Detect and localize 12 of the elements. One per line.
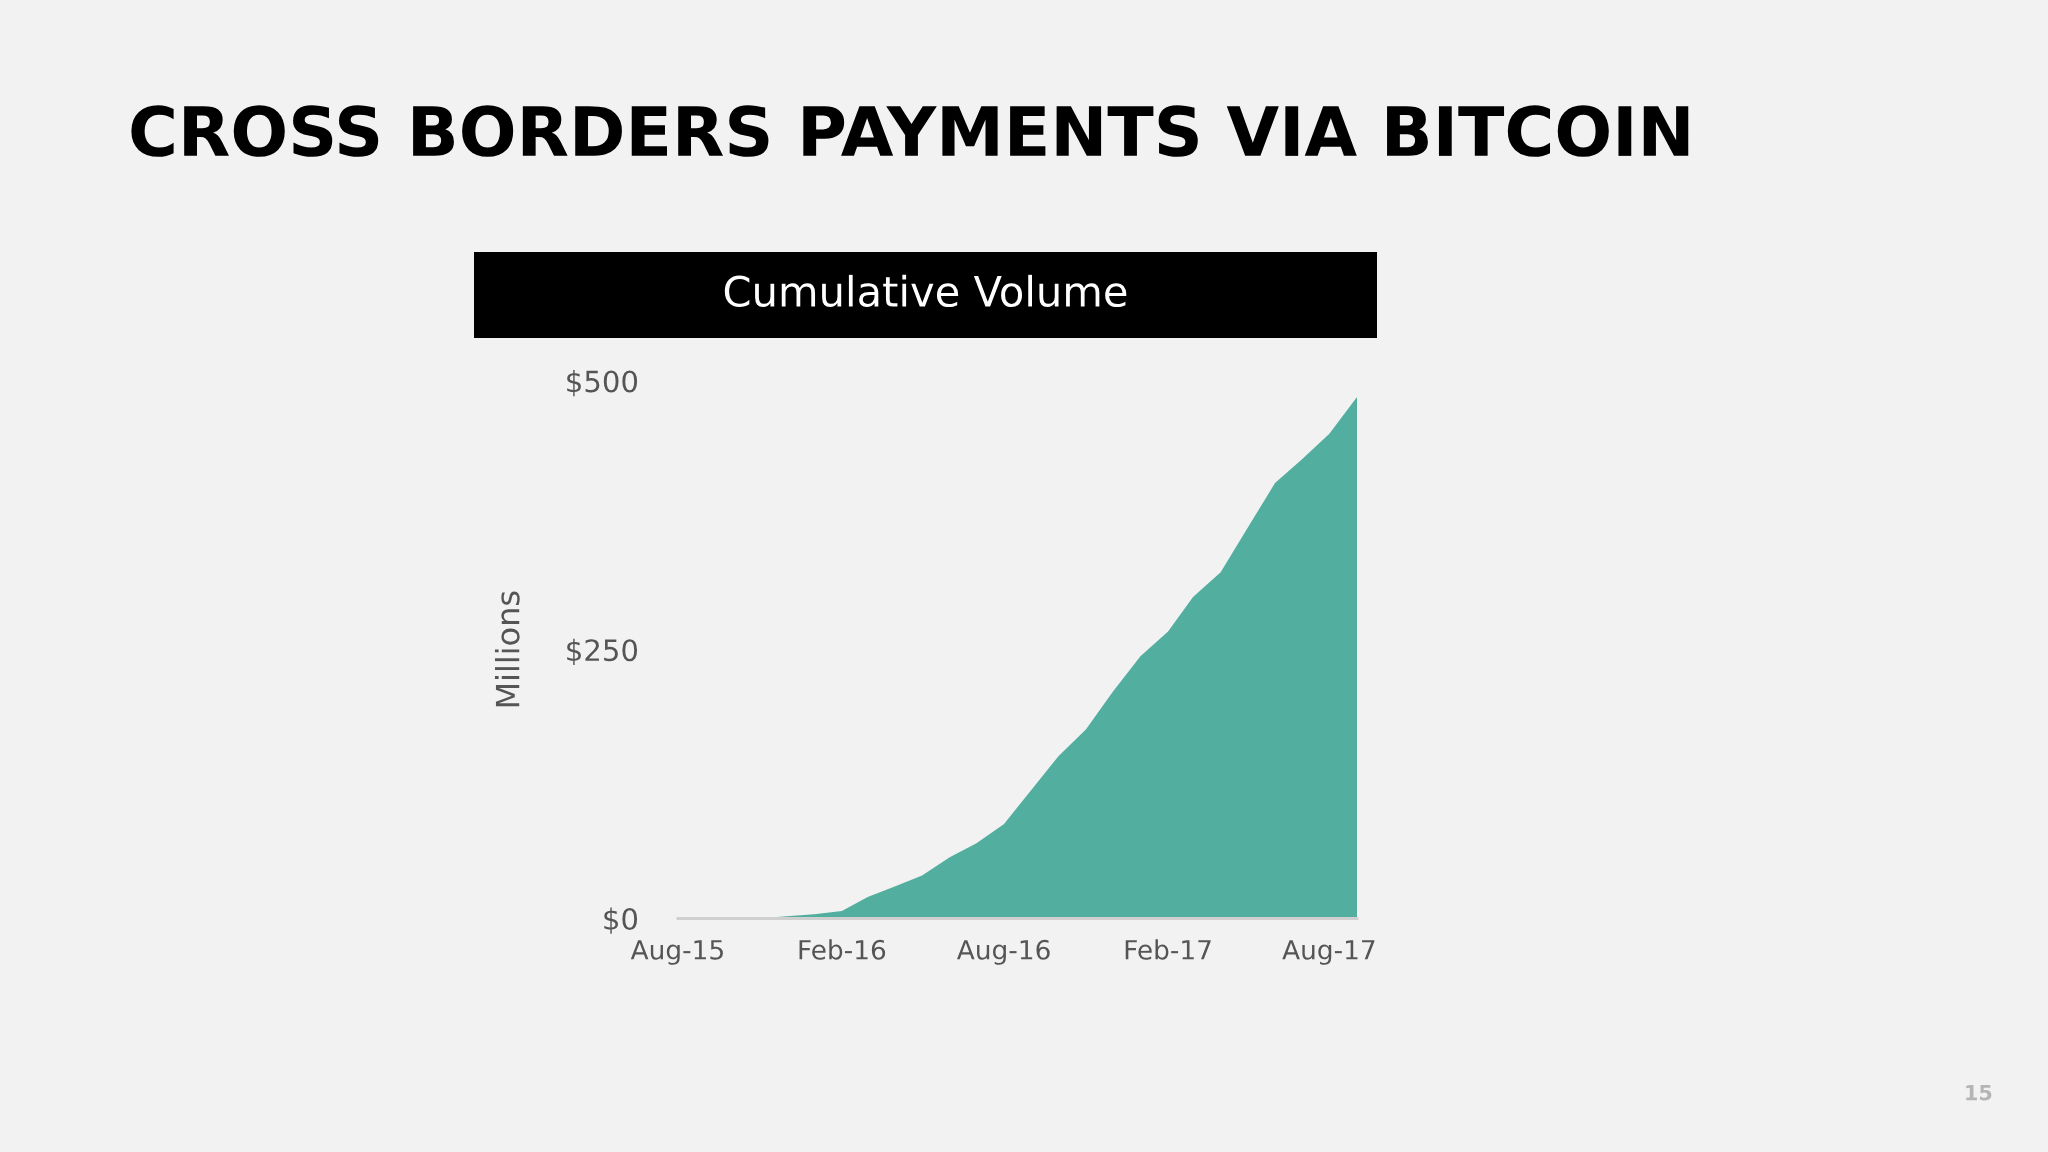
y-tick-label: $0 [604, 907, 638, 934]
x-tick-label: Aug-17 [1282, 940, 1375, 965]
chart-subtitle: Cumulative Volume [724, 274, 1127, 308]
y-axis-title: Millions [494, 591, 520, 707]
x-tick-label: Feb-17 [1125, 939, 1211, 960]
x-tick-label: Aug-15 [630, 940, 723, 965]
chart-title: CROSS BORDERS PAYMENTS VIA BITCOIN [131, 105, 1689, 157]
y-tick-label: $500 [567, 369, 638, 397]
x-tick-label: Feb-16 [799, 939, 886, 960]
y-tick-label: $250 [567, 638, 638, 666]
x-tick-label: Aug-16 [956, 939, 1050, 965]
text: 15 [1966, 1084, 1992, 1101]
